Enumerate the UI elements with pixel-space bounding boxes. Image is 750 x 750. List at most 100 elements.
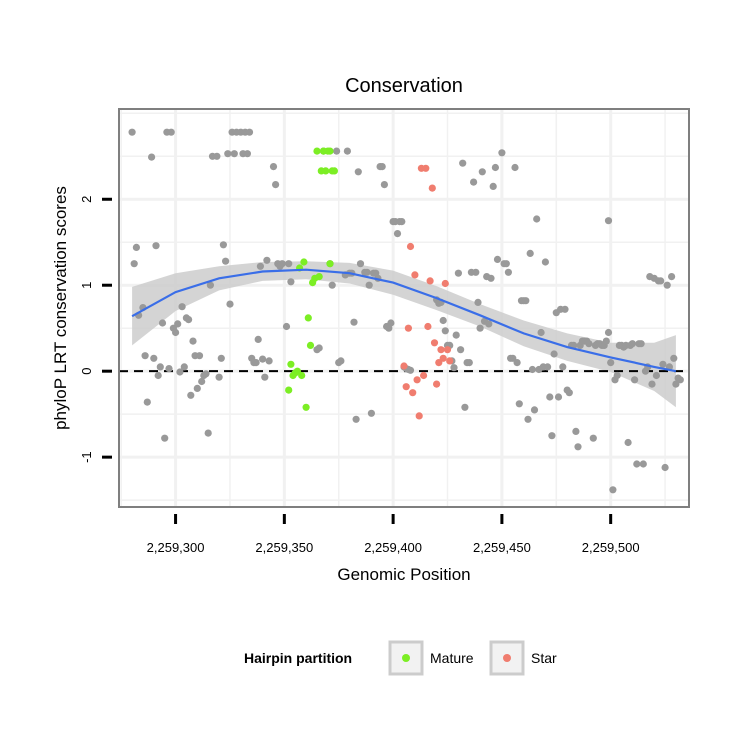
- point-star: [441, 279, 449, 288]
- point-other: [148, 153, 156, 161]
- point-mature: [330, 167, 338, 175]
- point-other: [478, 168, 486, 176]
- point-other: [354, 168, 362, 176]
- point-star: [409, 389, 417, 397]
- point-other: [461, 403, 469, 411]
- point-other: [363, 268, 371, 276]
- point-other: [637, 340, 645, 348]
- point-other: [659, 360, 667, 368]
- point-other: [365, 281, 373, 289]
- point-other: [544, 363, 552, 371]
- smooth-line: [131, 268, 677, 373]
- point-mature: [287, 360, 295, 368]
- point-other: [263, 256, 271, 264]
- point-other: [398, 218, 406, 226]
- data-points: [128, 128, 684, 494]
- point-other: [672, 380, 680, 388]
- point-other: [602, 337, 610, 345]
- point-other: [550, 350, 558, 358]
- point-other: [589, 434, 597, 442]
- plot-panel-border: [118, 108, 690, 508]
- point-star: [415, 412, 423, 420]
- point-star: [439, 354, 447, 362]
- point-other: [224, 150, 232, 158]
- point-other: [187, 391, 195, 399]
- point-star: [424, 322, 432, 331]
- point-other: [459, 159, 467, 167]
- point-other: [548, 432, 556, 440]
- point-other: [204, 429, 212, 437]
- point-other: [202, 370, 210, 378]
- point-other: [356, 260, 365, 268]
- point-other: [230, 150, 238, 158]
- legend-label-star: Star: [531, 650, 557, 666]
- point-mature: [313, 147, 321, 155]
- confidence-band-area: [132, 261, 676, 408]
- point-star: [435, 359, 443, 367]
- point-other: [174, 320, 182, 328]
- point-other: [457, 346, 465, 354]
- point-other: [633, 460, 641, 468]
- point-star: [426, 277, 434, 285]
- point-star: [437, 346, 445, 354]
- y-axis-title: phyloP LRT conservation scores: [51, 186, 70, 430]
- point-other: [343, 147, 351, 155]
- point-mature: [315, 273, 323, 281]
- point-other: [604, 328, 613, 337]
- point-other: [217, 354, 225, 362]
- point-other: [541, 258, 550, 266]
- y-tick-label: -1: [79, 451, 94, 463]
- point-other: [476, 324, 484, 332]
- point-other: [533, 215, 541, 223]
- point-other: [393, 230, 402, 238]
- point-other: [452, 331, 460, 339]
- x-tick-label: 2,259,300: [147, 540, 205, 555]
- point-other: [585, 340, 593, 348]
- point-other: [158, 319, 167, 327]
- x-axis-title: Genomic Position: [337, 565, 470, 584]
- point-star: [433, 380, 441, 388]
- point-other: [439, 316, 447, 325]
- point-other: [154, 371, 162, 380]
- point-star: [413, 376, 421, 384]
- point-other: [261, 373, 269, 381]
- point-other: [546, 393, 554, 401]
- point-other: [161, 434, 169, 442]
- point-other: [450, 364, 458, 372]
- point-other: [198, 377, 206, 386]
- point-other: [380, 181, 388, 189]
- point-other: [333, 147, 341, 155]
- point-other: [604, 217, 613, 225]
- point-star: [411, 271, 419, 279]
- point-other: [165, 365, 173, 373]
- point-other: [156, 363, 164, 371]
- legend-marker-mature: [402, 654, 410, 662]
- axes: 2,259,300 2,259,350 2,259,400 2,259,450 2,25…: [79, 196, 640, 555]
- point-other: [285, 260, 293, 268]
- point-other: [195, 352, 204, 360]
- legend-marker-star: [503, 654, 511, 662]
- point-other: [189, 337, 197, 345]
- point-other: [180, 363, 188, 371]
- point-other: [269, 163, 278, 171]
- point-other: [178, 303, 186, 311]
- point-other: [631, 376, 639, 384]
- chart-title: Conservation: [345, 75, 463, 97]
- point-star: [443, 346, 452, 354]
- point-other: [213, 152, 221, 160]
- point-other: [657, 277, 665, 285]
- point-other: [465, 359, 473, 367]
- point-mature: [326, 147, 334, 155]
- point-other: [491, 163, 499, 172]
- point-other: [219, 241, 227, 249]
- x-tick-label: 2,259,350: [255, 540, 313, 555]
- point-other: [185, 316, 193, 324]
- point-star: [428, 184, 436, 192]
- point-star: [446, 357, 454, 365]
- point-mature: [302, 403, 310, 411]
- point-star: [430, 339, 439, 347]
- point-other: [406, 366, 415, 374]
- point-other: [206, 281, 214, 289]
- point-other: [613, 371, 621, 380]
